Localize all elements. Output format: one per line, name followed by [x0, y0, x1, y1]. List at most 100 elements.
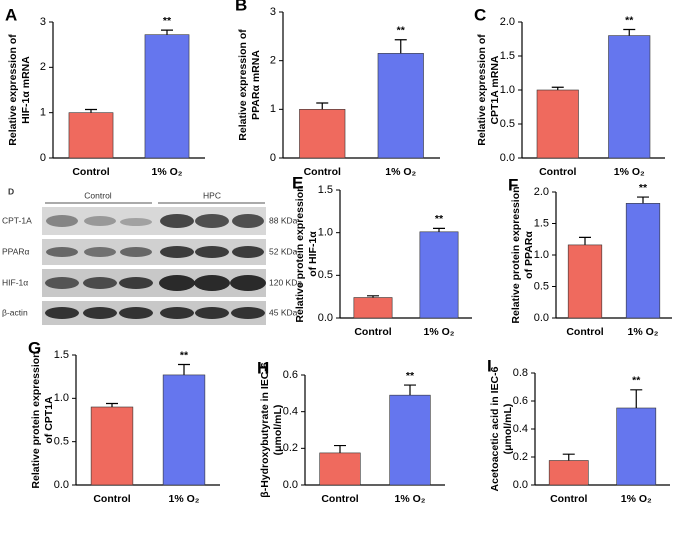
y-tick-label: 0.0 [54, 479, 69, 491]
error-bar [85, 108, 97, 113]
y-axis-label: PPARα mRNA [250, 50, 262, 120]
bar [567, 244, 603, 319]
y-axis-label: Relative protein expression [30, 351, 42, 488]
y-tick-label: 1 [270, 103, 276, 115]
y-tick-label: 0 [40, 152, 46, 164]
error-bar [637, 196, 649, 204]
x-tick-label: 1% O₂ [628, 326, 659, 338]
y-tick-label: 1.0 [500, 84, 515, 96]
bar [299, 109, 346, 159]
y-tick-label: 0.0 [500, 152, 515, 164]
y-tick-label: 0.5 [318, 269, 333, 281]
y-tick-label: 0.0 [513, 479, 528, 491]
error-bar [579, 236, 591, 245]
panel-letter: F [508, 175, 518, 194]
bar [608, 35, 651, 159]
row-label: CPT-1A [2, 215, 32, 225]
y-tick-label: 0.0 [318, 312, 333, 324]
size-label: 88 KDa [269, 215, 298, 225]
error-bar [367, 295, 379, 298]
bar [319, 452, 361, 486]
error-bar [433, 227, 445, 232]
significance: ** [406, 370, 415, 382]
significance: ** [180, 349, 189, 361]
y-axis-label: (μmol/mL) [502, 404, 514, 455]
y-tick-label: 2 [270, 55, 276, 67]
y-tick-label: 0.5 [54, 436, 69, 448]
bar [548, 460, 589, 486]
x-tick-label: Control [72, 166, 109, 178]
y-tick-label: 0.2 [513, 451, 528, 463]
panel-letter: D [8, 186, 14, 196]
group-label: HPC [203, 190, 221, 200]
y-tick-label: 1.0 [54, 392, 69, 404]
y-tick-label: 1.5 [318, 184, 333, 196]
significance: ** [163, 15, 172, 27]
bar [536, 89, 579, 159]
y-tick-label: 3 [270, 6, 276, 18]
error-bar [562, 453, 575, 461]
size-label: 120 KDa [269, 277, 302, 287]
size-label: 45 KDa [269, 307, 298, 317]
panel-letter: C [474, 5, 486, 24]
panel-letter: I [487, 356, 492, 375]
group-label: Control [84, 190, 112, 200]
x-tick-label: 1% O₂ [395, 493, 426, 505]
x-tick-label: Control [566, 326, 603, 338]
bar [68, 112, 114, 159]
y-axis-label: Relative protein expression [510, 186, 522, 323]
error-bar [551, 86, 564, 90]
y-tick-label: 2.0 [500, 16, 515, 28]
y-tick-label: 0.4 [283, 406, 298, 418]
error-bar [623, 28, 636, 36]
y-tick-label: 0.6 [513, 395, 528, 407]
x-tick-label: 1% O₂ [152, 166, 183, 178]
error-bar [316, 102, 329, 110]
panel-letter: E [292, 173, 303, 192]
x-tick-label: Control [304, 166, 341, 178]
significance: ** [397, 25, 406, 37]
error-bar [334, 444, 346, 453]
bar [144, 34, 190, 159]
y-tick-label: 1.0 [318, 227, 333, 239]
bar [625, 203, 661, 319]
y-axis-label: Relative expression of [476, 34, 488, 146]
x-tick-label: Control [321, 493, 358, 505]
panel-letter: G [28, 338, 41, 357]
y-tick-label: 0.2 [283, 442, 298, 454]
x-tick-label: Control [539, 166, 576, 178]
y-tick-label: 1 [40, 107, 46, 119]
significance: ** [625, 14, 634, 26]
y-tick-label: 0.0 [283, 479, 298, 491]
panel-letter: H [257, 358, 269, 377]
x-tick-label: Control [550, 493, 587, 505]
x-tick-label: 1% O₂ [614, 166, 645, 178]
x-tick-label: Control [354, 326, 391, 338]
y-tick-label: 1.5 [54, 349, 69, 361]
y-axis-label: (μmol/mL) [272, 405, 284, 456]
y-tick-label: 1.5 [500, 50, 515, 62]
y-axis-label: HIF-1α mRNA [20, 56, 32, 124]
x-tick-label: 1% O₂ [621, 493, 652, 505]
error-bar [394, 39, 407, 54]
y-tick-label: 0.8 [513, 367, 528, 379]
y-axis-label: Relative expression of [237, 29, 249, 141]
x-tick-label: 1% O₂ [424, 326, 455, 338]
error-bar [106, 402, 118, 407]
y-axis-label: Relative protein expression [294, 185, 306, 322]
y-tick-label: 1.5 [534, 217, 549, 229]
bar [616, 407, 657, 486]
significance: ** [435, 213, 444, 225]
y-axis-label: CPT1A mRNA [489, 55, 501, 124]
y-tick-label: 0.6 [283, 369, 298, 381]
x-tick-label: 1% O₂ [385, 166, 416, 178]
error-bar [161, 29, 173, 35]
y-axis-label: of CPT1A [43, 396, 55, 444]
error-bar [404, 384, 416, 396]
y-tick-label: 0 [270, 152, 276, 164]
y-tick-label: 2 [40, 61, 46, 73]
row-label: HIF-1α [2, 277, 28, 287]
y-axis-label: of PPARα [523, 231, 535, 279]
error-bar [178, 363, 190, 375]
